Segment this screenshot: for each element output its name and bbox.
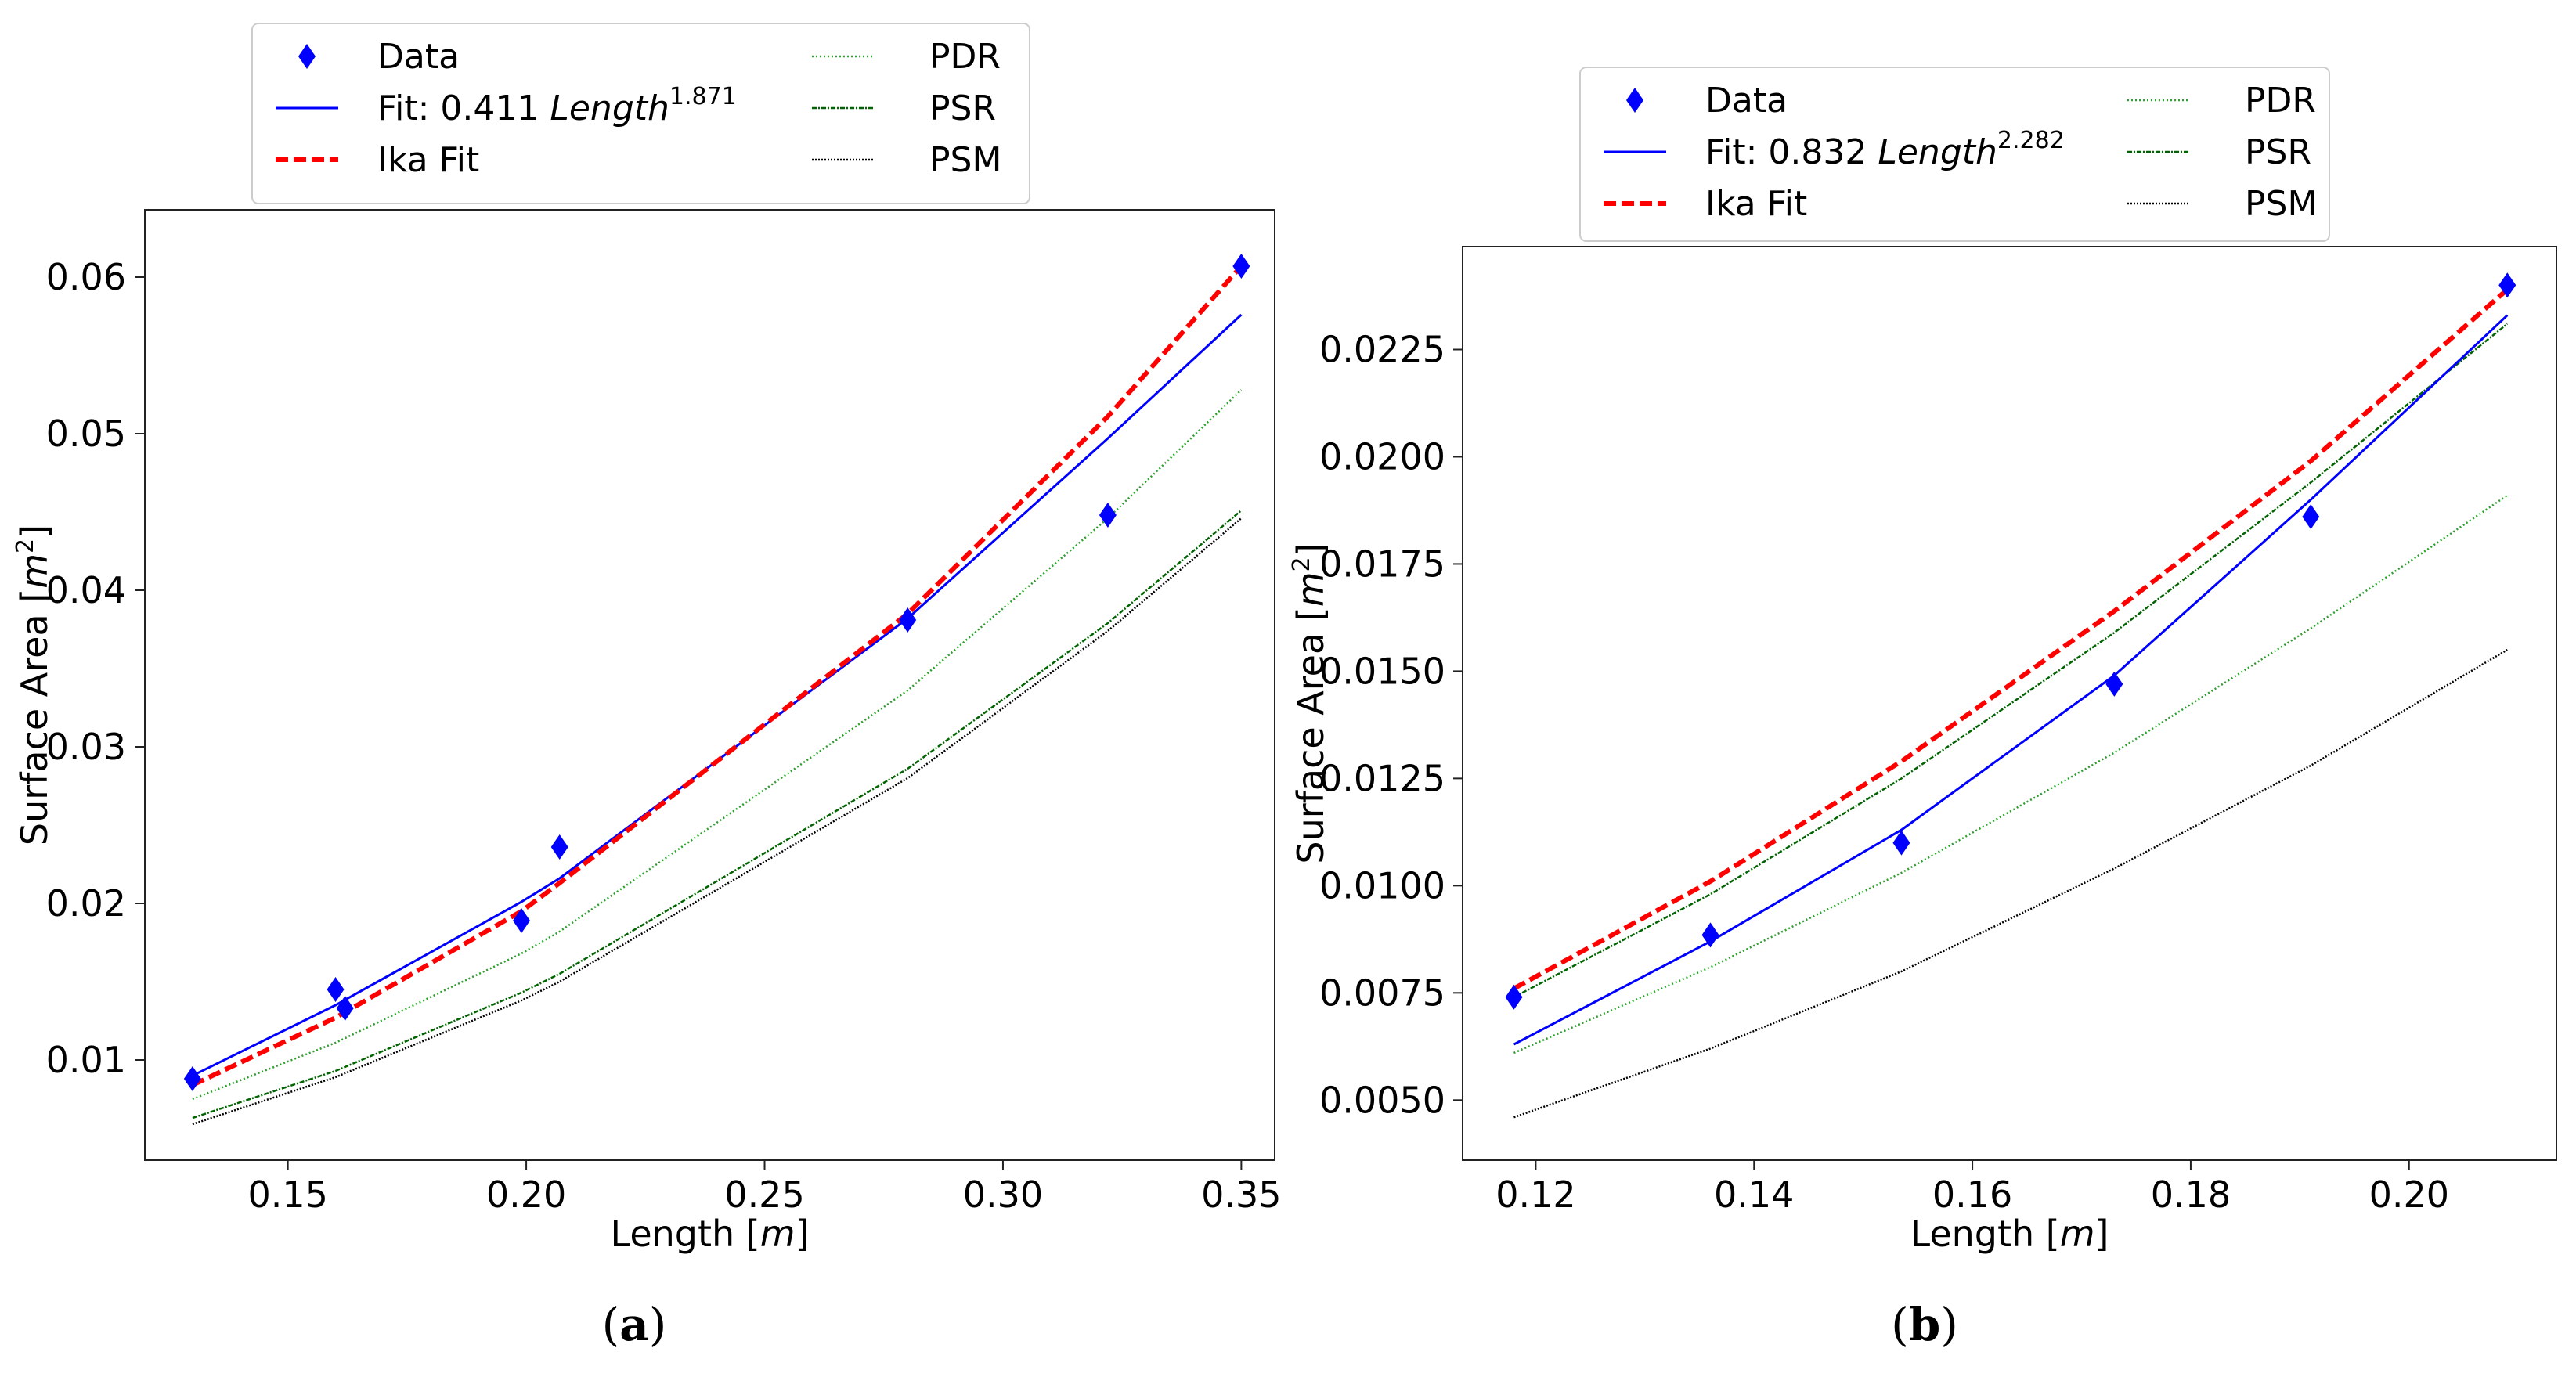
chart-panel-a: 0.15 0.20 0.25 0.30 0.35 0.01 0.02 0.03 0.04 0.05… [12, 23, 1282, 1351]
legend-label: Fit: 0.832 Length2.282 [1705, 127, 2065, 172]
series-line-ika-fit [191, 265, 1243, 1087]
y-tick-label: 0.0150 [1319, 650, 1445, 692]
data-point [513, 908, 530, 933]
y-tick-label: 0.0225 [1319, 328, 1445, 370]
data-point [327, 977, 345, 1002]
series-line-psm [1513, 648, 2508, 1119]
y-tick-label: 0.06 [46, 256, 126, 298]
series-line-psr [192, 510, 1243, 1119]
x-tick-label: 0.35 [1201, 1173, 1281, 1216]
y-tick-label: 0.0175 [1319, 543, 1445, 585]
x-axis-label: Length [m] [611, 1213, 810, 1255]
y-tick-label: 0.0050 [1319, 1079, 1445, 1121]
legend-item: PSM [2127, 184, 2317, 224]
series-line-psr [1513, 323, 2509, 998]
y-tick-label: 0.0075 [1319, 971, 1445, 1014]
legend-label: Fit: 0.411 Length1.871 [377, 83, 737, 128]
series-line-pdr [192, 389, 1243, 1101]
legend-item: Ika Fit [1604, 184, 1807, 224]
legend-label: PSR [2245, 132, 2311, 172]
data-point [1099, 503, 1117, 528]
x-tick-label: 0.12 [1495, 1173, 1575, 1216]
data-point [899, 607, 917, 633]
series-line-psm [192, 517, 1243, 1126]
data-point [1505, 984, 1523, 1010]
x-tick-label: 0.20 [486, 1173, 566, 1216]
legend-item: PSR [2127, 132, 2311, 172]
legend-item: PDR [812, 37, 1001, 77]
data-point [2498, 272, 2516, 298]
y-tick-label: 0.05 [46, 413, 126, 455]
x-tick-label: 0.30 [963, 1173, 1043, 1216]
data-point [1232, 254, 1250, 279]
legend-label: PSM [2245, 184, 2317, 224]
y-tick-label: 0.0100 [1319, 864, 1445, 907]
series-line-ika-fit [1513, 287, 2509, 991]
x-tick-label: 0.16 [1932, 1173, 2012, 1216]
legend-item: PSR [812, 88, 996, 128]
x-tick-label: 0.20 [2369, 1173, 2449, 1216]
legend-frame [251, 23, 1030, 204]
data-point [550, 834, 568, 860]
legend-item: Fit: 0.411 Length1.871 [276, 83, 737, 128]
legend: Data Fit: 0.832 Length2.282 Ika Fit PDR PSR P… [1579, 67, 2330, 242]
data-point [1892, 830, 1910, 856]
data-point [2105, 671, 2123, 697]
series-line-pdr [1513, 494, 2509, 1054]
y-tick-label: 0.02 [46, 882, 126, 925]
legend-item: Data [1626, 81, 1788, 121]
legend-item: PDR [2127, 81, 2316, 121]
data-point [336, 996, 354, 1021]
legend-item: Data [298, 37, 460, 77]
legend-label: PDR [2245, 81, 2316, 121]
legend-marker [1626, 88, 1643, 113]
legend-label: Data [377, 37, 460, 77]
legend-marker [298, 44, 316, 69]
data-point [2302, 504, 2320, 530]
legend-item: Ika Fit [276, 140, 479, 180]
legend-label: PDR [929, 37, 1001, 77]
legend-item: PSM [812, 140, 1001, 180]
y-axis-label: Surface Area [m2] [1288, 543, 1332, 863]
y-tick-label: 0.03 [46, 726, 126, 768]
plot-frame [144, 209, 1275, 1161]
x-axis-label: Length [m] [1910, 1213, 2109, 1255]
legend-item: Fit: 0.832 Length2.282 [1604, 127, 2065, 172]
legend-label: Ika Fit [1705, 184, 1807, 224]
y-tick-label: 0.04 [46, 569, 126, 611]
x-tick-label: 0.15 [247, 1173, 327, 1216]
x-tick-label: 0.18 [2151, 1173, 2231, 1216]
y-axis-label: Surface Area [m2] [12, 524, 56, 845]
legend-label: PSM [929, 140, 1001, 180]
plot-frame [1462, 246, 2557, 1161]
chart-panel-b: 0.12 0.14 0.16 0.18 0.20 0.0050 0.0075 0.0100 0.… [1288, 67, 2557, 1351]
data-point [183, 1066, 201, 1091]
y-tick-label: 0.0125 [1319, 757, 1445, 799]
y-tick-label: 0.01 [46, 1039, 126, 1081]
panel-label: (a) [602, 1298, 667, 1351]
x-tick-label: 0.14 [1714, 1173, 1794, 1216]
legend-label: Data [1705, 81, 1788, 121]
legend-frame [1579, 67, 2330, 242]
legend-label: Ika Fit [377, 140, 479, 180]
legend: Data Fit: 0.411 Length1.871 Ika Fit PDR PSR P… [251, 23, 1030, 204]
data-point [1701, 922, 1719, 948]
panel-label: (b) [1891, 1298, 1958, 1351]
y-tick-label: 0.0200 [1319, 435, 1445, 478]
x-tick-label: 0.25 [724, 1173, 804, 1216]
legend-label: PSR [929, 88, 996, 128]
series-line-fit [1513, 314, 2509, 1046]
series-line-fit [192, 313, 1243, 1077]
